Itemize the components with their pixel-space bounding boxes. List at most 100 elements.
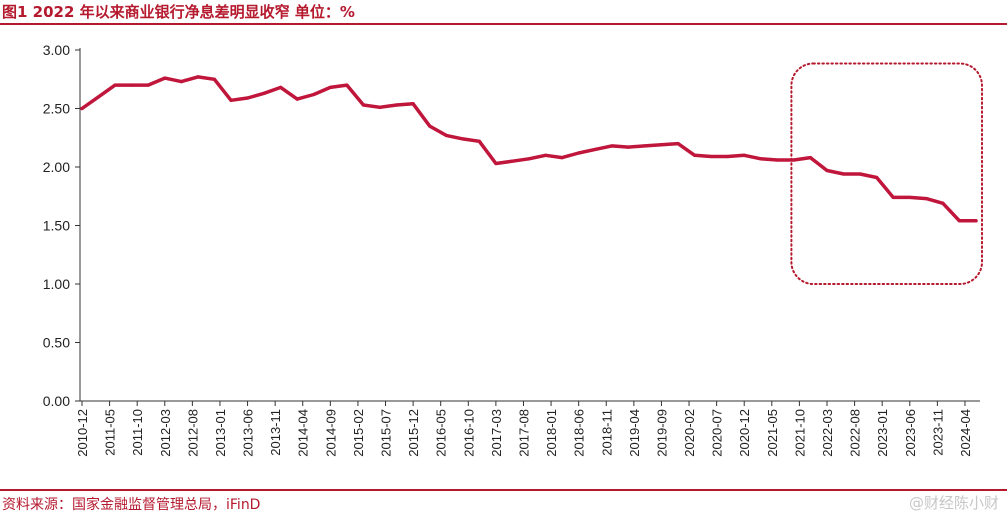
y-tick-label: 2.50 — [43, 101, 70, 117]
data-point — [792, 158, 796, 162]
data-point — [891, 195, 895, 200]
source-note: 资料来源：国家金融监督管理总局，iFinD — [2, 497, 261, 513]
x-tick-label: 2014-04 — [296, 409, 311, 457]
y-tick-label: 1.00 — [43, 276, 70, 292]
highlight-box — [790, 62, 983, 285]
data-point — [808, 156, 813, 160]
x-tick-label: 2016-05 — [434, 409, 449, 457]
x-tick-label: 2012-03 — [158, 409, 173, 457]
data-point — [96, 95, 101, 99]
x-tick-label: 2021-05 — [765, 409, 780, 457]
x-tick-label: 2020-07 — [710, 409, 725, 457]
data-point — [610, 144, 614, 148]
data-point — [312, 92, 316, 97]
data-point — [858, 172, 862, 176]
data-point — [626, 145, 630, 149]
data-point — [279, 85, 283, 90]
data-point — [510, 159, 515, 163]
data-point — [328, 85, 332, 90]
data-point — [477, 139, 481, 143]
data-point — [726, 154, 730, 159]
data-point — [80, 106, 84, 111]
footer-divider — [0, 489, 1007, 491]
data-point — [659, 143, 664, 147]
x-tick-label: 2021-10 — [792, 409, 807, 457]
x-tick-label: 2020-02 — [682, 409, 697, 457]
x-tick-label: 2017-03 — [489, 409, 504, 457]
data-point — [924, 196, 928, 201]
x-tick-label: 2013-01 — [213, 409, 228, 457]
x-tick-label: 2013-06 — [241, 409, 256, 457]
data-point — [875, 175, 879, 180]
data-point — [841, 172, 846, 176]
x-tick-label: 2015-02 — [351, 409, 366, 457]
y-tick-label: 3.00 — [43, 42, 70, 58]
data-point — [428, 124, 432, 128]
data-point — [345, 83, 349, 87]
line-chart: 0.00 0.50 1.00 1.50 2.00 2.50 3.00 2010-12 2011-… — [43, 42, 983, 457]
x-tick-label: 2018-06 — [572, 409, 587, 457]
data-point — [908, 195, 912, 200]
data-point — [825, 168, 829, 173]
data-point — [411, 102, 415, 106]
data-point — [742, 153, 746, 157]
data-point — [643, 144, 647, 148]
data-point — [394, 103, 399, 107]
data-point — [494, 161, 498, 166]
data-point — [577, 151, 581, 155]
data-point — [196, 75, 200, 79]
y-tick-label: 1.50 — [43, 218, 70, 234]
data-point — [146, 83, 150, 87]
data-point — [212, 77, 217, 81]
data-point — [130, 83, 134, 87]
data-point — [179, 79, 183, 84]
data-point — [461, 137, 465, 141]
data-point — [527, 157, 531, 161]
x-tick-label: 2023-11 — [930, 409, 945, 456]
data-point — [295, 97, 299, 101]
data-point — [245, 96, 250, 100]
data-point — [361, 103, 366, 107]
x-tick-label: 2016-10 — [461, 409, 476, 457]
data-point — [444, 133, 448, 138]
data-point — [941, 201, 945, 205]
x-tick-label: 2023-01 — [875, 409, 890, 457]
y-tick-label: 0.50 — [43, 335, 70, 351]
data-point — [113, 83, 117, 87]
chart-title: 图1 2022 年以来商业银行净息差明显收窄 单位：% — [2, 3, 355, 21]
x-tick-label: 2010-12 — [75, 409, 90, 457]
data-point — [262, 91, 266, 95]
data-point — [593, 147, 597, 152]
x-tick-label: 2022-03 — [820, 409, 835, 457]
x-tick-label: 2017-08 — [516, 409, 531, 457]
data-point — [759, 157, 763, 161]
x-tick-label: 2018-01 — [544, 409, 559, 457]
data-point — [676, 142, 680, 146]
data-point — [560, 156, 564, 160]
x-tick-label: 2018-11 — [599, 409, 614, 456]
data-point — [229, 98, 233, 102]
x-tick-label: 2011-10 — [130, 409, 145, 456]
data-point — [378, 105, 382, 109]
x-tick-label: 2022-08 — [848, 409, 863, 457]
x-tick-label: 2024-04 — [958, 409, 973, 457]
data-point — [543, 153, 548, 157]
data-point — [974, 219, 978, 223]
data-point — [957, 219, 962, 223]
x-tick-label: 2019-04 — [627, 409, 642, 457]
y-tick-label: 2.00 — [43, 159, 70, 175]
x-tick-label: 2023-06 — [903, 409, 918, 457]
title-divider — [0, 23, 1007, 25]
x-tick-label: 2020-12 — [737, 409, 752, 457]
x-tick-label: 2014-09 — [323, 409, 338, 457]
data-point — [709, 154, 713, 159]
x-tick-label: 2011-05 — [103, 409, 118, 456]
data-point — [692, 153, 697, 157]
series-line-nim — [80, 75, 978, 223]
x-tick-label: 2015-07 — [379, 409, 394, 457]
x-tick-label: 2012-08 — [185, 409, 200, 457]
watermark: @财经陈小财 — [908, 494, 999, 512]
x-tick-label: 2013-11 — [268, 409, 283, 456]
x-tick-label: 2015-12 — [406, 409, 421, 457]
y-tick-label: 0.00 — [43, 393, 70, 409]
